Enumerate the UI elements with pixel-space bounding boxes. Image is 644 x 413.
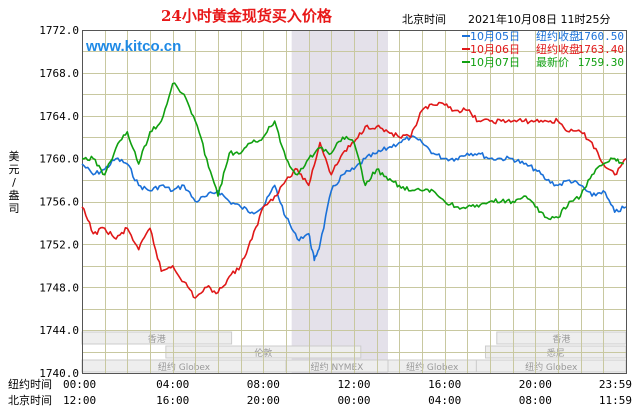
legend-date: 10月05日	[470, 30, 520, 43]
x-tick-label-row1: 16:00	[428, 378, 461, 391]
x-axis-row2-label: 北京时间	[8, 393, 52, 407]
session-ny-nymex-label: 纽约 NYMEX	[311, 361, 364, 373]
session-ny-globex-1-label: 纽约 Globex	[158, 361, 211, 373]
y-tick-label: 1760.0	[39, 153, 79, 166]
session-ny-globex-2-label: 纽约 Globex	[406, 361, 459, 373]
x-tick-label-row2: 04:00	[428, 394, 461, 407]
y-tick-label: 1756.0	[39, 196, 79, 209]
y-tick-label: 1768.0	[39, 67, 79, 80]
x-tick-label-row2: 08:00	[519, 394, 552, 407]
session-hongkong-2-label: 香港	[552, 333, 570, 345]
y-tick-labels: 1772.0 1768.0 1764.0 1760.0 1756.0 1752.0 1748…	[39, 24, 79, 380]
y-tick-label: 1764.0	[39, 110, 79, 123]
y-axis-label: 美元/盎司	[9, 150, 20, 215]
y-tick-label: 1744.0	[39, 324, 79, 337]
y-tick-label: 1748.0	[39, 281, 79, 294]
x-tick-label-row2: 20:00	[247, 394, 280, 407]
legend-date: 10月07日	[470, 56, 520, 69]
series-line-1	[81, 135, 627, 262]
x-tick-label-row2: 11:59	[599, 394, 632, 407]
session-ny-globex-3-label: 纽约 Globex	[525, 361, 578, 373]
series-lines	[81, 82, 627, 299]
legend-value: 1759.30	[578, 56, 624, 69]
legend-date: 10月06日	[470, 43, 520, 56]
grid	[82, 30, 627, 374]
x-tick-label-row1: 04:00	[156, 378, 189, 391]
x-tick-labels: 00:00 04:00 08:00 12:00 16:00 20:00 23:59 12:00…	[63, 378, 632, 407]
watermark: www.kitco.cn	[85, 38, 181, 55]
legend-value: 1760.50	[578, 30, 624, 43]
x-axis-row1-label: 纽约时间	[8, 377, 52, 391]
legend-label: 纽约收盘	[536, 42, 580, 56]
y-tick-label: 1752.0	[39, 238, 79, 251]
x-tick-label-row1: 12:00	[337, 378, 370, 391]
plot-frame	[82, 30, 627, 374]
legend-label: 纽约收盘	[536, 29, 580, 43]
legend-value: 1763.40	[578, 43, 624, 56]
subtitle-label: 北京时间	[402, 12, 446, 26]
x-tick-label-row2: 16:00	[156, 394, 189, 407]
chart-title: 24小时黄金现货买入价格	[161, 7, 333, 25]
y-tick-label: 1740.0	[39, 367, 79, 380]
legend-label: 最新价	[536, 55, 569, 69]
x-tick-label-row1: 00:00	[63, 378, 96, 391]
timestamp: 2021年10月08日 11时25分	[468, 12, 610, 26]
series-line-3	[81, 82, 625, 221]
x-tick-label-row1: 20:00	[519, 378, 552, 391]
y-tick-label: 1772.0	[39, 24, 79, 37]
x-tick-label-row2: 00:00	[337, 394, 370, 407]
x-tick-label-row1: 08:00	[247, 378, 280, 391]
shaded-region	[291, 30, 388, 373]
x-tick-label-row2: 12:00	[63, 394, 96, 407]
session-hongkong-1-label: 香港	[148, 333, 166, 345]
x-tick-label-row1: 23:59	[599, 378, 632, 391]
